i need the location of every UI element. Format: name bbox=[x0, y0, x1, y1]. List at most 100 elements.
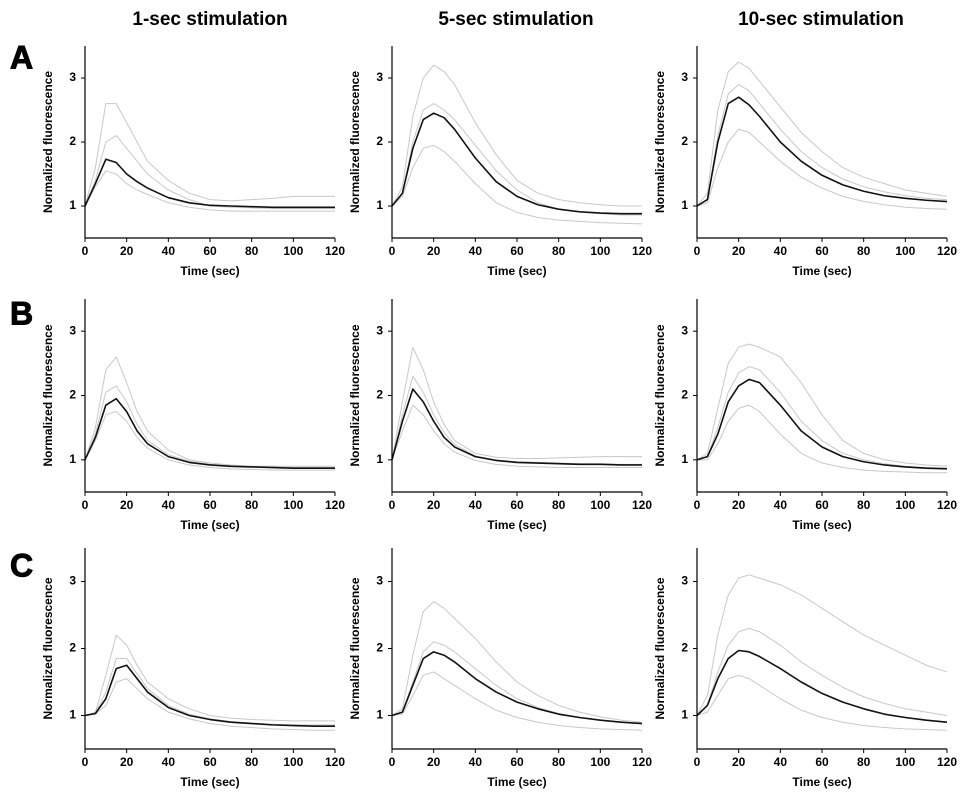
y-tick-label: 3 bbox=[69, 70, 76, 84]
x-tick-label: 120 bbox=[325, 498, 345, 512]
x-tick-label: 80 bbox=[552, 498, 566, 512]
y-tick-label: 2 bbox=[681, 134, 688, 148]
trace-line bbox=[391, 64, 642, 207]
x-tick-label: 120 bbox=[937, 755, 957, 769]
x-tick-label: 120 bbox=[937, 244, 957, 258]
x-tick-label: 20 bbox=[120, 244, 134, 258]
y-tick-label: 3 bbox=[69, 323, 76, 337]
trace-line bbox=[84, 103, 335, 207]
x-tick-label: 100 bbox=[590, 498, 610, 512]
x-tick-label: 100 bbox=[895, 244, 915, 258]
x-tick-label: 0 bbox=[389, 498, 396, 512]
x-tick-label: 100 bbox=[590, 244, 610, 258]
y-tick-label: 2 bbox=[376, 388, 383, 402]
x-tick-label: 100 bbox=[590, 755, 610, 769]
trace-line bbox=[84, 135, 335, 210]
y-tick-label: 2 bbox=[681, 388, 688, 402]
y-axis-label: Normalized fluorescence bbox=[41, 324, 55, 466]
y-tick-label: 1 bbox=[69, 198, 76, 212]
x-tick-label: 60 bbox=[510, 498, 524, 512]
mean-line bbox=[84, 158, 335, 209]
x-tick-label: 40 bbox=[162, 755, 176, 769]
mean-line bbox=[84, 397, 335, 469]
trace-line bbox=[696, 674, 948, 731]
x-tick-label: 100 bbox=[283, 244, 303, 258]
mean-line bbox=[391, 112, 642, 215]
panel: 1 2 3 0 20 40 60 80 100 120 Time (sec) Normalized f… bbox=[348, 46, 652, 278]
x-tick-label: 0 bbox=[82, 755, 89, 769]
trace-line bbox=[84, 385, 335, 469]
panel: 1 2 3 0 20 40 60 80 100 120 Time (sec) Normalized f… bbox=[348, 299, 652, 532]
panel: 1 2 3 0 20 40 60 80 100 120 Time (sec) Normalized f… bbox=[653, 46, 957, 278]
trace-line bbox=[696, 343, 948, 467]
x-tick-label: 0 bbox=[389, 755, 396, 769]
x-tick-label: 100 bbox=[895, 498, 915, 512]
x-axis-label: Time (sec) bbox=[487, 264, 546, 278]
y-tick-label: 2 bbox=[376, 641, 383, 655]
x-tick-label: 40 bbox=[162, 498, 176, 512]
trace-line bbox=[84, 634, 335, 722]
x-tick-label: 20 bbox=[732, 498, 746, 512]
x-axis-label: Time (sec) bbox=[792, 775, 851, 789]
y-tick-label: 1 bbox=[69, 708, 76, 722]
x-tick-label: 0 bbox=[82, 498, 89, 512]
row-label: A bbox=[10, 39, 33, 75]
x-tick-label: 0 bbox=[694, 755, 701, 769]
x-tick-label: 20 bbox=[427, 755, 441, 769]
x-tick-label: 120 bbox=[632, 244, 652, 258]
column-title: 1-sec stimulation bbox=[132, 9, 287, 30]
y-axis-label: Normalized fluorescence bbox=[41, 577, 55, 719]
x-tick-label: 120 bbox=[632, 498, 652, 512]
trace-line bbox=[391, 404, 642, 469]
y-tick-label: 1 bbox=[376, 198, 383, 212]
x-tick-label: 120 bbox=[325, 244, 345, 258]
trace-line bbox=[391, 144, 643, 225]
trace-line bbox=[391, 103, 642, 216]
mean-line bbox=[84, 664, 335, 728]
trace-line bbox=[391, 671, 643, 731]
y-tick-label: 2 bbox=[681, 641, 688, 655]
trace-line bbox=[84, 356, 335, 467]
y-tick-label: 3 bbox=[376, 70, 383, 84]
y-axis-label: Normalized fluorescence bbox=[348, 577, 362, 719]
x-tick-label: 60 bbox=[510, 244, 524, 258]
x-tick-label: 40 bbox=[469, 244, 483, 258]
x-tick-label: 100 bbox=[283, 755, 303, 769]
x-tick-label: 80 bbox=[552, 244, 566, 258]
x-tick-label: 120 bbox=[632, 755, 652, 769]
x-tick-label: 0 bbox=[694, 244, 701, 258]
x-tick-label: 40 bbox=[774, 498, 788, 512]
x-tick-label: 60 bbox=[510, 755, 524, 769]
x-tick-label: 20 bbox=[120, 755, 134, 769]
x-axis-label: Time (sec) bbox=[180, 775, 239, 789]
y-axis-label: Normalized fluorescence bbox=[653, 577, 667, 719]
column-title: 5-sec stimulation bbox=[438, 9, 593, 30]
x-tick-label: 20 bbox=[732, 755, 746, 769]
x-tick-label: 0 bbox=[389, 244, 396, 258]
trace-line bbox=[696, 574, 948, 716]
panel: 1 2 3 0 20 40 60 80 100 120 Time (sec) Normalized f… bbox=[41, 299, 345, 532]
y-tick-label: 3 bbox=[681, 70, 688, 84]
x-axis-label: Time (sec) bbox=[180, 518, 239, 532]
y-tick-label: 3 bbox=[69, 574, 76, 588]
y-axis-label: Normalized fluorescence bbox=[348, 324, 362, 466]
y-tick-label: 3 bbox=[376, 323, 383, 337]
x-axis-label: Time (sec) bbox=[487, 518, 546, 532]
y-tick-label: 1 bbox=[376, 452, 383, 466]
y-tick-label: 1 bbox=[681, 198, 688, 212]
x-tick-label: 60 bbox=[815, 755, 829, 769]
x-tick-label: 40 bbox=[162, 244, 176, 258]
row-label: C bbox=[10, 547, 33, 583]
y-tick-label: 1 bbox=[681, 708, 688, 722]
mean-line bbox=[696, 649, 948, 723]
panel: 1 2 3 0 20 40 60 80 100 120 Time (sec) Normalized f… bbox=[41, 46, 345, 278]
x-tick-label: 80 bbox=[857, 498, 871, 512]
y-tick-label: 1 bbox=[376, 708, 383, 722]
x-tick-label: 80 bbox=[245, 498, 259, 512]
x-tick-label: 60 bbox=[203, 244, 217, 258]
trace-line bbox=[84, 170, 335, 212]
x-tick-label: 40 bbox=[774, 755, 788, 769]
y-axis-label: Normalized fluorescence bbox=[41, 71, 55, 213]
trace-line bbox=[84, 411, 335, 471]
y-tick-label: 3 bbox=[376, 574, 383, 588]
